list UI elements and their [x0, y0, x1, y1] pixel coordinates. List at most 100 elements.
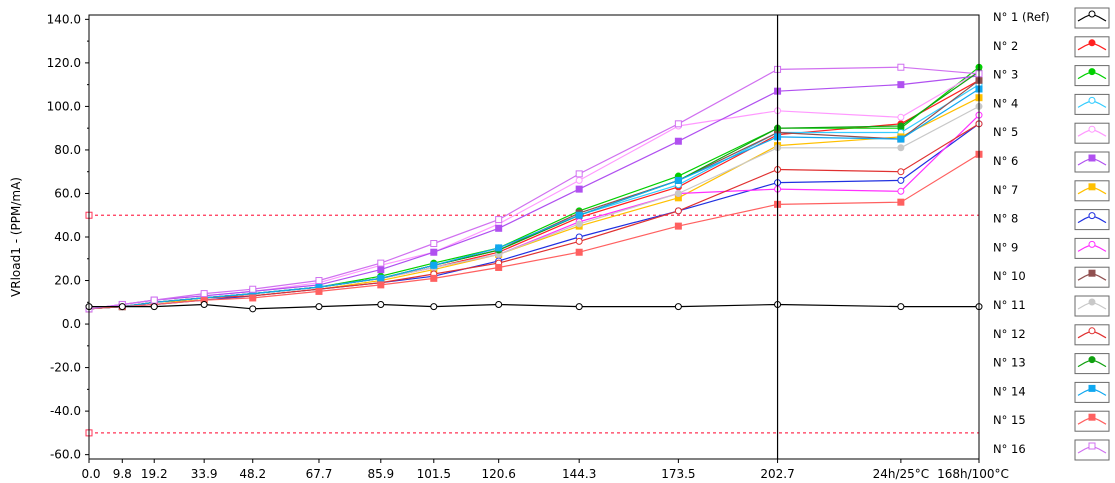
data-point — [575, 248, 583, 256]
data-point — [495, 263, 503, 271]
series-path — [89, 303, 979, 310]
series-path — [88, 153, 980, 310]
legend-item[interactable]: N° 10 — [993, 266, 1110, 288]
data-point — [1088, 413, 1096, 421]
legend-item[interactable]: N° 13 — [993, 353, 1110, 375]
y-tick-label: 100.0 — [47, 99, 81, 113]
data-point — [430, 248, 438, 256]
legend-label: N° 2 — [993, 39, 1018, 53]
legend-item[interactable]: N° 14 — [993, 381, 1110, 403]
data-point — [674, 189, 682, 197]
legend-item[interactable]: N° 15 — [993, 410, 1110, 432]
legend-label: N° 3 — [993, 68, 1018, 82]
y-tick-label: 40.0 — [54, 230, 81, 244]
legend-item[interactable]: N° 3 — [993, 65, 1110, 87]
legend-label: N° 9 — [993, 240, 1018, 254]
data-point — [575, 237, 583, 245]
data-point — [897, 81, 905, 89]
x-tick-label: 144.3 — [562, 467, 596, 481]
data-point — [1088, 240, 1096, 248]
series-path — [88, 88, 980, 310]
legend-swatch — [1074, 7, 1110, 29]
y-tick-label: 140.0 — [47, 12, 81, 26]
legend-swatch — [1074, 36, 1110, 58]
data-point — [150, 303, 158, 311]
y-tick-label: 60.0 — [54, 186, 81, 200]
data-point — [377, 266, 385, 274]
y-tick-label: 20.0 — [54, 274, 81, 288]
series-path — [88, 66, 980, 310]
data-point — [249, 294, 257, 302]
data-point — [200, 300, 208, 308]
legend-item[interactable]: N° 1 (Ref) — [993, 7, 1110, 29]
data-point — [1088, 384, 1096, 392]
legend-item[interactable]: N° 7 — [993, 180, 1110, 202]
legend-item[interactable]: N° 5 — [993, 122, 1110, 144]
data-point — [1088, 96, 1096, 104]
legend-item[interactable]: N° 6 — [993, 151, 1110, 173]
data-point — [430, 303, 438, 311]
data-point — [249, 285, 257, 293]
x-tick-label: 120.6 — [481, 467, 515, 481]
x-tick-label: 24h/25°C — [873, 467, 930, 481]
data-point — [315, 287, 323, 295]
legend-label: N° 13 — [993, 356, 1026, 370]
data-point — [897, 113, 905, 121]
y-tick-label: 120.0 — [47, 56, 81, 70]
series-line — [85, 300, 983, 313]
x-tick-label: 173.5 — [661, 467, 695, 481]
y-axis: 140.0 120.0 100.0 80.0 60.0 40.0 20.0 0.0 -20.0 -… — [47, 12, 89, 462]
data-point — [674, 176, 682, 184]
data-point — [1088, 183, 1096, 191]
legend-item[interactable]: N° 2 — [993, 36, 1110, 58]
data-point — [495, 300, 503, 308]
series-group — [85, 63, 983, 313]
legend-label: N° 7 — [993, 183, 1018, 197]
y-tick-label: 0.0 — [62, 317, 81, 331]
data-point — [430, 274, 438, 282]
legend-swatch — [1074, 353, 1110, 375]
data-point — [315, 277, 323, 285]
legend-label: N° 6 — [993, 154, 1018, 168]
legend-item[interactable]: N° 11 — [993, 295, 1110, 317]
data-point — [674, 303, 682, 311]
x-tick-label: 0.0 — [81, 467, 100, 481]
data-point — [897, 144, 905, 152]
x-tick-label: 67.7 — [306, 467, 333, 481]
legend-item[interactable]: N° 16 — [993, 439, 1110, 461]
legend-item[interactable]: N° 9 — [993, 237, 1110, 259]
data-point — [575, 303, 583, 311]
x-tick-label: 33.9 — [191, 467, 218, 481]
y-tick-label: -60.0 — [50, 448, 81, 462]
data-point — [575, 220, 583, 228]
legend-swatch — [1074, 324, 1110, 346]
data-point — [200, 290, 208, 298]
legend-label: N° 4 — [993, 96, 1018, 110]
legend-swatch — [1074, 410, 1110, 432]
legend-item[interactable]: N° 12 — [993, 324, 1110, 346]
data-point — [1088, 39, 1096, 47]
data-point — [249, 305, 257, 313]
legend-swatch — [1074, 65, 1110, 87]
data-point — [674, 137, 682, 145]
data-point — [575, 211, 583, 219]
legend-label: N° 12 — [993, 327, 1026, 341]
x-tick-label: 19.2 — [141, 467, 168, 481]
data-point — [897, 198, 905, 206]
data-point — [897, 122, 905, 130]
x-tick-label: 168h/100°C — [937, 467, 1009, 481]
data-point — [495, 244, 503, 252]
data-point — [897, 176, 905, 184]
legend-swatch — [1074, 209, 1110, 231]
legend: N° 1 (Ref) N° 2 N° 3 N° 4 N° 5 N° 6 N° 7 N° 8 N°… — [993, 7, 1110, 461]
legend-item[interactable]: N° 4 — [993, 93, 1110, 115]
x-tick-label: 85.9 — [367, 467, 394, 481]
legend-label: N° 8 — [993, 212, 1018, 226]
data-point — [1088, 269, 1096, 277]
legend-swatch — [1074, 381, 1110, 403]
y-tick-label: -20.0 — [50, 361, 81, 375]
legend-label: N° 1 (Ref) — [993, 10, 1050, 24]
data-point — [897, 135, 905, 143]
legend-item[interactable]: N° 8 — [993, 209, 1110, 231]
legend-swatch — [1074, 122, 1110, 144]
